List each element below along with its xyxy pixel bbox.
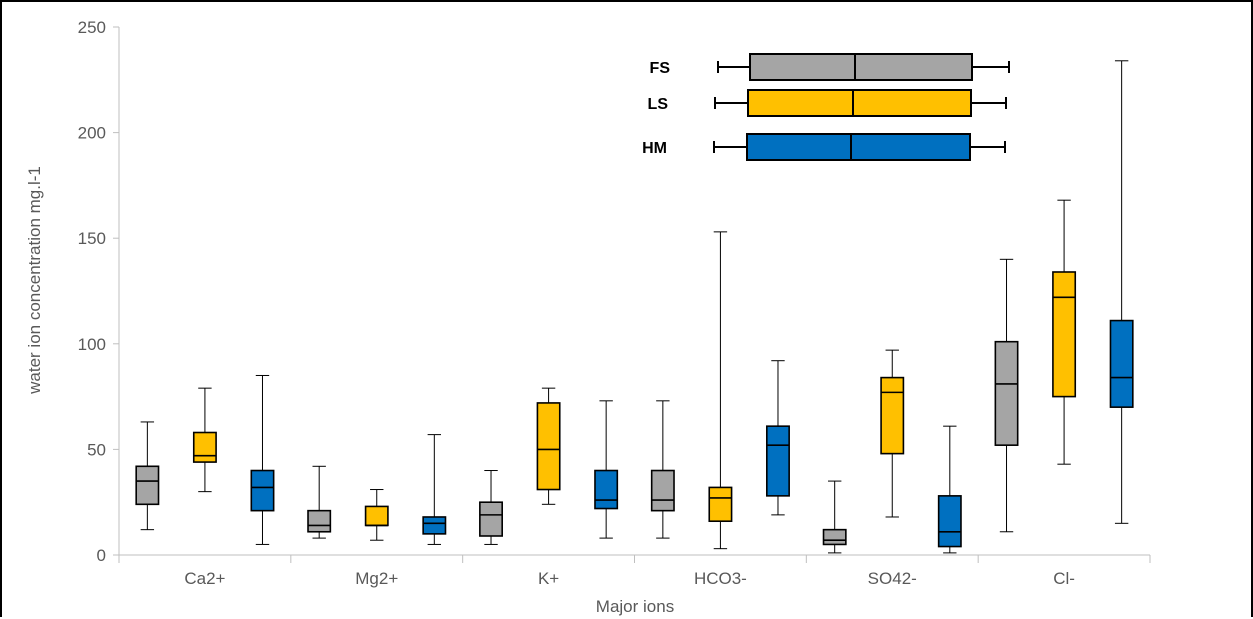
legend-item-LS: LS [648,89,1007,117]
x-tick-label: SO42- [868,569,917,588]
legend-swatch [749,53,973,81]
legend: FS LS HM [642,53,1010,161]
y-axis-title: water ion concentration mg.l-1 [25,166,44,395]
legend-label: FS [650,60,671,77]
iqr-box [937,495,962,548]
y-tick-label: 200 [78,124,106,143]
box-FS-Cl- [994,258,1019,533]
iqr-box [1052,271,1077,398]
box-LS-Mg2+ [364,489,389,541]
legend-swatch [746,133,971,161]
legend-item-HM: HM [642,133,1006,161]
iqr-box [307,509,332,533]
box-HM-HCO3- [766,360,790,516]
x-tick-label: Mg2+ [355,569,398,588]
iqr-box [880,376,905,455]
y-tick-label: 50 [87,440,106,459]
iqr-box [708,486,733,523]
legend-swatch [747,89,972,117]
x-tick-label: K+ [538,569,559,588]
box-plot-area [135,60,1134,554]
box-HM-Cl- [1109,60,1134,524]
iqr-box [766,425,790,497]
box-HM-SO42- [937,425,962,554]
iqr-box [364,505,389,527]
box-FS-Mg2+ [307,465,332,539]
iqr-box [135,465,160,506]
x-tick-label: Cl- [1053,569,1075,588]
legend-label: LS [648,96,669,113]
iqr-box [536,402,561,491]
iqr-box [650,469,675,512]
x-tick-label: HCO3- [694,569,747,588]
legend-item-FS: FS [650,53,1010,81]
box-FS-Ca2+ [135,421,160,531]
y-tick-label: 250 [78,18,106,37]
iqr-box [422,516,447,535]
y-tick-label: 100 [78,335,106,354]
iqr-box [594,469,619,510]
y-tick-label: 0 [97,546,106,565]
box-LS-Cl- [1052,199,1077,465]
legend-label: HM [642,140,667,157]
box-LS-SO42- [880,349,905,518]
iqr-box [192,431,217,463]
box-HM-Ca2+ [250,374,275,545]
iqr-box [1109,319,1134,408]
iqr-box [994,340,1019,446]
x-axis: Ca2+ Mg2+ K+ HCO3- SO42- Cl- [118,554,1151,588]
iqr-box [250,469,275,512]
box-LS-K+ [536,387,561,505]
box-LS-Ca2+ [192,387,217,493]
y-tick-label: 150 [78,229,106,248]
box-HM-K+ [594,400,619,539]
x-axis-title: Major ions [596,597,674,616]
iqr-box [822,528,847,546]
box-HM-Mg2+ [422,434,447,545]
iqr-box [479,501,503,537]
box-FS-SO42- [822,480,847,554]
box-LS-HCO3- [708,231,733,550]
box-FS-K+ [479,470,503,545]
y-axis: 0 50 100 150 200 250 [78,18,120,565]
box-FS-HCO3- [650,400,675,539]
x-tick-label: Ca2+ [184,569,225,588]
